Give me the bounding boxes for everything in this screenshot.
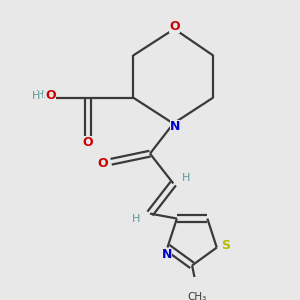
Text: O: O — [82, 136, 93, 149]
Text: ·: · — [43, 93, 46, 103]
Text: O: O — [169, 20, 180, 33]
Text: H: H — [132, 214, 141, 224]
Text: H: H — [36, 90, 44, 100]
Text: O: O — [98, 157, 108, 170]
Text: O: O — [45, 89, 56, 102]
Text: CH₃: CH₃ — [188, 292, 207, 300]
Text: N: N — [170, 120, 180, 133]
Text: N: N — [162, 248, 172, 261]
Text: S: S — [221, 239, 230, 252]
Text: H: H — [32, 91, 40, 101]
Text: H: H — [182, 172, 190, 183]
